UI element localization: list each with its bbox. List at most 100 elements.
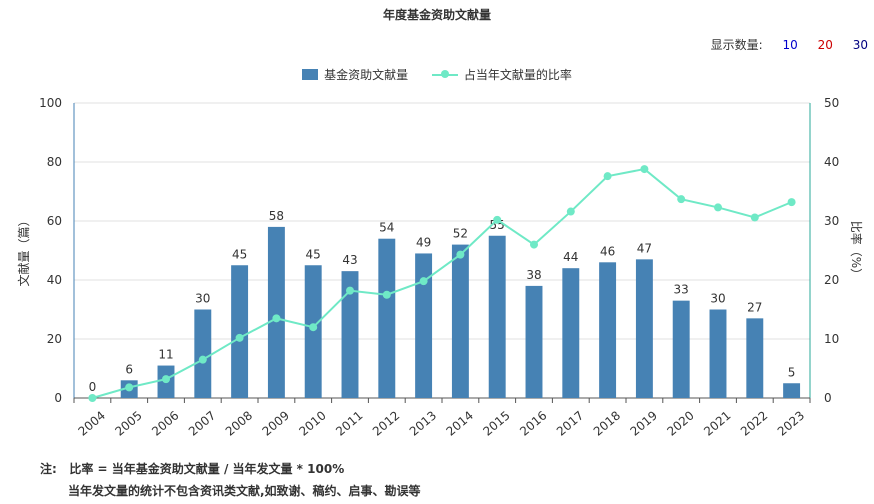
bar — [304, 265, 322, 398]
bar-value-label: 6 — [125, 362, 133, 376]
x-tick-label: 2016 — [517, 408, 549, 438]
bar — [672, 300, 690, 398]
bar-value-label: 27 — [747, 300, 762, 314]
display-count-option-20[interactable]: 20 — [817, 38, 833, 52]
chart-note: 注: 比率 = 当年基金资助文献量 / 当年发文量 * 100% 当年发文量的统… — [40, 458, 421, 502]
legend-line-label: 占当年文献量的比率 — [463, 68, 572, 82]
bar — [378, 238, 396, 398]
bar-value-label: 54 — [379, 221, 394, 235]
note-prefix: 注: — [40, 462, 57, 476]
bar-value-label: 58 — [269, 209, 284, 223]
bar-value-label: 47 — [637, 241, 652, 255]
bar-value-label: 45 — [306, 247, 321, 261]
legend-item-bar[interactable]: 基金资助文献量 — [302, 66, 408, 83]
bar — [635, 259, 653, 398]
ratio-point — [125, 383, 134, 392]
ratio-point — [640, 165, 649, 174]
y-tick-label-left: 40 — [47, 273, 62, 287]
legend-bar-swatch — [302, 69, 319, 80]
bar — [488, 235, 506, 398]
y-tick-label-left: 20 — [47, 332, 62, 346]
x-tick-label: 2013 — [407, 408, 439, 438]
display-count-option-30[interactable]: 30 — [852, 38, 868, 52]
display-count-option-10[interactable]: 10 — [782, 38, 798, 52]
bar-value-label: 11 — [158, 348, 173, 362]
x-tick-label: 2015 — [480, 408, 512, 438]
x-tick-label: 2009 — [260, 408, 292, 438]
ratio-point — [750, 213, 759, 222]
bar — [194, 309, 212, 398]
bar — [746, 318, 764, 398]
x-tick-label: 2018 — [591, 408, 623, 438]
bar-value-label: 33 — [674, 283, 689, 297]
y-tick-label-right: 40 — [824, 155, 839, 169]
x-tick-label: 2012 — [370, 408, 402, 438]
y-tick-label-right: 30 — [824, 214, 839, 228]
chart-title: 年度基金资助文献量 — [382, 8, 491, 22]
bar-value-label: 44 — [563, 250, 578, 264]
x-tick-label: 2005 — [112, 408, 144, 438]
bar — [709, 309, 727, 398]
bar-value-label: 30 — [710, 292, 725, 306]
bar-value-label: 45 — [232, 247, 247, 261]
ratio-point — [566, 207, 575, 216]
legend-item-line[interactable]: 占当年文献量的比率 — [431, 66, 572, 83]
bar — [415, 253, 433, 398]
x-tick-label: 2008 — [223, 408, 255, 438]
bar-value-label: 49 — [416, 235, 431, 249]
x-tick-label: 2020 — [664, 408, 696, 438]
bar — [599, 262, 617, 398]
ratio-line — [92, 168, 792, 399]
y-tick-label-right: 0 — [824, 391, 832, 405]
chart-legend: 基金资助文献量 占当年文献量的比率 — [0, 66, 874, 83]
bar — [341, 271, 359, 398]
y-tick-label-right: 20 — [824, 273, 839, 287]
y-tick-label-left: 80 — [47, 155, 62, 169]
y-tick-label-right: 10 — [824, 332, 839, 346]
y-axis-title-right: 比率（%） — [849, 221, 864, 280]
ratio-point — [714, 203, 722, 212]
x-tick-label: 2006 — [149, 408, 181, 438]
bar-value-label: 52 — [453, 227, 468, 241]
display-count-selector: 显示数量: 10 20 30 — [711, 36, 868, 53]
x-tick-label: 2007 — [186, 408, 218, 438]
y-axis-title-left: 文献量（篇） — [16, 214, 31, 286]
ratio-point — [493, 215, 502, 224]
note-exclusion: 当年发文量的统计不包含资讯类文献,如致谢、稿约、启事、勘误等 — [68, 484, 421, 498]
ratio-point — [456, 250, 465, 259]
ratio-point — [235, 333, 244, 342]
note-formula: 比率 = 当年基金资助文献量 / 当年发文量 * 100% — [69, 462, 345, 476]
x-tick-label: 2019 — [628, 408, 660, 438]
legend-line-swatch — [431, 69, 458, 80]
x-tick-label: 2017 — [554, 408, 586, 438]
x-tick-label: 2010 — [296, 408, 328, 438]
ratio-point — [198, 355, 207, 364]
y-tick-label-left: 100 — [39, 96, 62, 110]
bar — [525, 285, 543, 398]
y-tick-label-left: 60 — [47, 214, 62, 228]
legend-bar-label: 基金资助文献量 — [324, 68, 409, 82]
bar-value-label: 0 — [89, 380, 97, 394]
x-tick-label: 2022 — [738, 408, 770, 438]
ratio-point — [382, 290, 391, 299]
display-count-label: 显示数量: — [710, 38, 763, 52]
x-tick-label: 2011 — [333, 408, 365, 438]
bar-value-label: 46 — [600, 244, 615, 258]
x-tick-label: 2004 — [76, 408, 108, 438]
ratio-point — [346, 286, 354, 295]
bar-value-label: 43 — [342, 253, 357, 267]
bar — [562, 268, 580, 398]
ratio-point — [309, 323, 318, 332]
ratio-point — [162, 375, 170, 384]
ratio-point — [787, 198, 796, 207]
x-tick-label: 2023 — [775, 408, 807, 438]
y-tick-label-right: 50 — [824, 96, 839, 110]
bar — [231, 265, 249, 398]
x-tick-label: 2021 — [701, 408, 733, 438]
bar-value-label: 5 — [788, 365, 796, 379]
bar-value-label: 38 — [526, 268, 541, 282]
ratio-point — [88, 394, 97, 402]
bar — [783, 383, 801, 398]
bar-value-label: 30 — [195, 292, 210, 306]
